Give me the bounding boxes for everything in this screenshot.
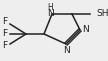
Text: F: F <box>2 41 7 51</box>
Text: H: H <box>47 3 53 12</box>
Text: F: F <box>2 30 7 38</box>
Text: N: N <box>82 25 89 35</box>
Text: N: N <box>47 8 53 18</box>
Text: N: N <box>63 46 69 55</box>
Text: SH: SH <box>96 8 108 18</box>
Text: F: F <box>2 18 7 26</box>
